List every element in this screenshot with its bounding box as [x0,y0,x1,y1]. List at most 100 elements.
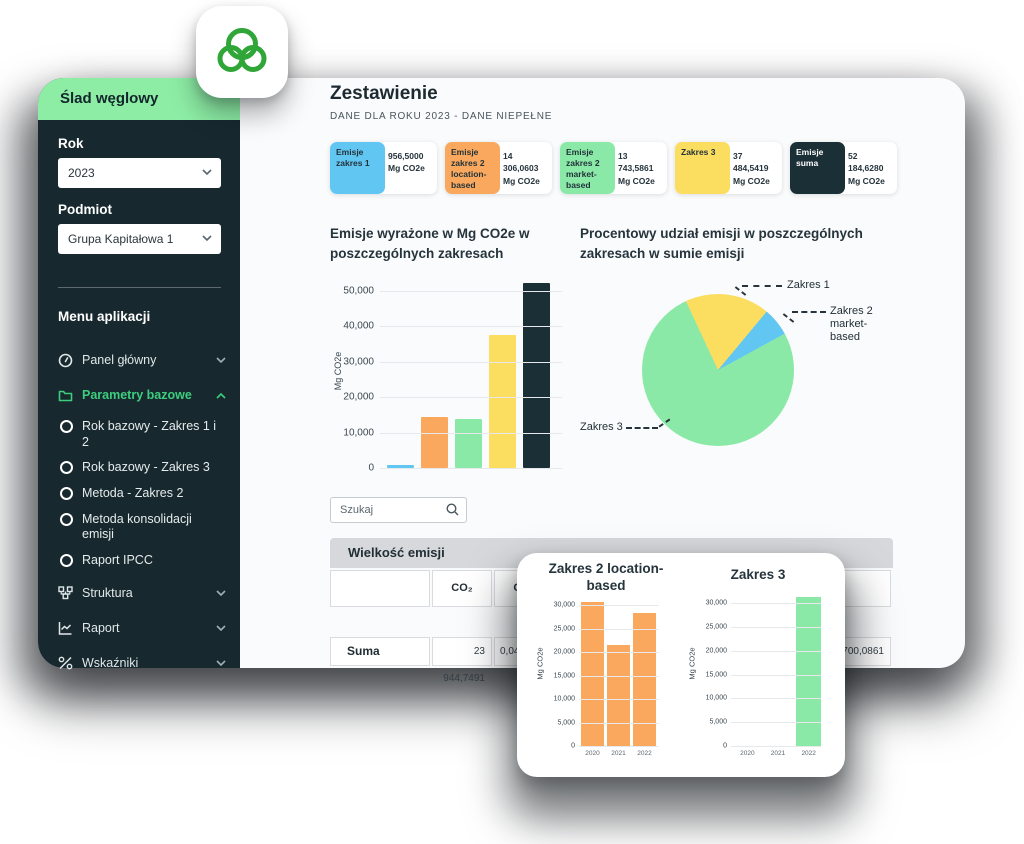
sidebar-item-label: Raport [82,621,120,636]
y-tick-label: 5,000 [709,718,727,726]
entity-select[interactable]: Grupa Kapitałowa 1 [58,224,221,254]
y-axis-ticks: 0 5,000 10,000 15,000 20,000 25,000 30,000 [531,598,575,750]
stat-card-value: 37 484,5419 Mg CO2e [733,150,780,187]
bar-2020 [581,602,604,746]
table-header-co2: CO₂ [432,570,492,607]
radio-circle-icon [60,461,73,475]
value-text: 37 484,5419 [733,151,769,174]
pie-leader-line [792,311,826,313]
stat-card-zakres-2-location: Emisje zakres 2 location-based 14 306,06… [445,142,552,194]
gridline [380,397,562,399]
y-tick-label: 25,000 [705,623,727,631]
stat-card-chip: Emisje zakres 2 location-based [445,142,500,194]
parametry-submenu: Rok bazowy - Zakres 1 i 2 Rok bazowy - Z… [60,414,226,573]
submenu-item-raport-ipcc[interactable]: Raport IPCC [60,548,226,574]
structure-icon [58,586,73,600]
gridline [380,361,562,363]
y-tick-label: 0 [368,462,374,474]
unit-text: Mg CO2e [503,175,540,186]
gridline [380,326,562,328]
mini-chart-plot [579,598,659,747]
mini-chart-plot [731,596,822,747]
y-tick-label: 0 [723,742,727,750]
pie-leader-line [742,285,782,287]
y-tick-label: 15,000 [705,671,727,679]
search-icon [446,503,459,516]
pie-label-zakres-1: Zakres 1 [787,279,830,291]
y-tick-label: 5,000 [557,719,575,726]
sidebar-item-parametry-bazowe[interactable]: Parametry bazowe [58,379,226,411]
submenu-item-label: Rok bazowy - Zakres 3 [82,460,210,475]
search-input[interactable] [330,497,467,523]
stat-card-value: 13 743,5861 Mg CO2e [618,150,665,187]
x-axis-labels: 2020 2021 2022 [579,750,659,757]
gridline [731,603,821,605]
chevron-down-icon [202,169,212,176]
gridline [579,675,659,677]
entity-label: Podmiot [58,202,112,217]
sidebar-divider [58,287,221,288]
y-axis-ticks: 0 5,000 10,000 15,000 20,000 25,000 30,000 [683,596,727,750]
zakres-3-chart: Zakres 3 Mg CO2e 0 5,000 10,000 15,000 20,00… [683,559,833,771]
sidebar-item-label: Struktura [82,586,133,601]
x-tick-label: 2020 [740,750,755,757]
gridline [731,746,821,747]
value-text: 956,5000 [388,151,424,161]
unit-text: Mg CO2e [618,175,655,186]
y-tick-label: 20,000 [343,391,374,403]
bar-Emisje zakres 2 location-based [421,417,448,468]
sidebar-item-struktura[interactable]: Struktura [58,577,226,609]
y-tick-label: 30,000 [343,356,374,368]
gridline [380,468,562,469]
app-logo-badge [196,6,288,98]
submenu-item-rok-bazowy-zakres-1-2[interactable]: Rok bazowy - Zakres 1 i 2 [60,414,226,455]
bar-Emisje zakres 1 [387,464,414,468]
chevron-down-icon [216,660,226,667]
stat-card-zakres-1: Emisje zakres 1 956,5000 Mg CO2e [330,142,437,194]
x-tick-label: 2022 [801,750,816,757]
gridline [731,650,821,652]
year-select[interactable]: 2023 [58,158,221,188]
y-tick-label: 30,000 [553,601,575,609]
x-tick-label: 2022 [637,750,652,757]
folder-icon [58,390,73,401]
sidebar: Ślad węglowy Rok 2023 Podmiot Grupa Kapi… [38,78,240,670]
pie-leader-line [626,427,658,429]
page-title: Zestawienie [330,83,438,104]
submenu-item-metoda-zakres-2[interactable]: Metoda - Zakres 2 [60,481,226,507]
y-tick-label: 50,000 [343,285,374,297]
gridline [731,626,821,628]
unit-text: Mg CO2e [733,175,770,186]
y-tick-label: 10,000 [705,694,727,702]
year-label: Rok [58,136,84,151]
mini-chart-title: Zakres 3 [730,567,786,582]
gridline [579,605,659,607]
chevron-up-icon [216,392,226,399]
submenu-item-label: Metoda konsolidacji emisji [82,511,192,542]
suma-co2-cell: 23 944,7491 [432,637,492,684]
chevron-down-icon [202,235,212,242]
gridline [579,652,659,654]
year-select-value: 2023 [68,166,95,180]
stat-card-zakres-2-market: Emisje zakres 2 market-based 13 743,5861… [560,142,667,194]
sidebar-item-panel-glowny[interactable]: Panel główny [58,344,226,376]
submenu-item-rok-bazowy-zakres-3[interactable]: Rok bazowy - Zakres 3 [60,455,226,481]
value-text: 13 743,5861 [618,151,654,174]
report-icon [58,622,72,636]
detail-charts-card: Zakres 2 location-based Mg CO2e 0 5,000 10… [517,553,845,777]
sidebar-item-raport[interactable]: Raport [58,612,226,644]
gridline [380,290,562,292]
bar-2021 [607,644,630,746]
pie-label-zakres-3: Zakres 3 [580,421,623,433]
stat-card-chip: Zakres 3 [675,142,730,194]
suma-label-cell: Suma [330,637,430,666]
y-tick-label: 10,000 [553,695,575,703]
entity-select-value: Grupa Kapitałowa 1 [68,232,174,246]
unit-text: Mg CO2e [848,175,885,186]
y-tick-label: 10,000 [343,427,374,439]
submenu-item-metoda-konsolidacji[interactable]: Metoda konsolidacji emisji [60,507,226,548]
submenu-item-label: Metoda - Zakres 2 [82,485,184,500]
stat-cards-row: Emisje zakres 1 956,5000 Mg CO2e Emisje z… [330,142,897,194]
sidebar-item-label: Wskaźniki [82,656,139,671]
sidebar-item-wskazniki[interactable]: Wskaźniki [58,647,226,679]
